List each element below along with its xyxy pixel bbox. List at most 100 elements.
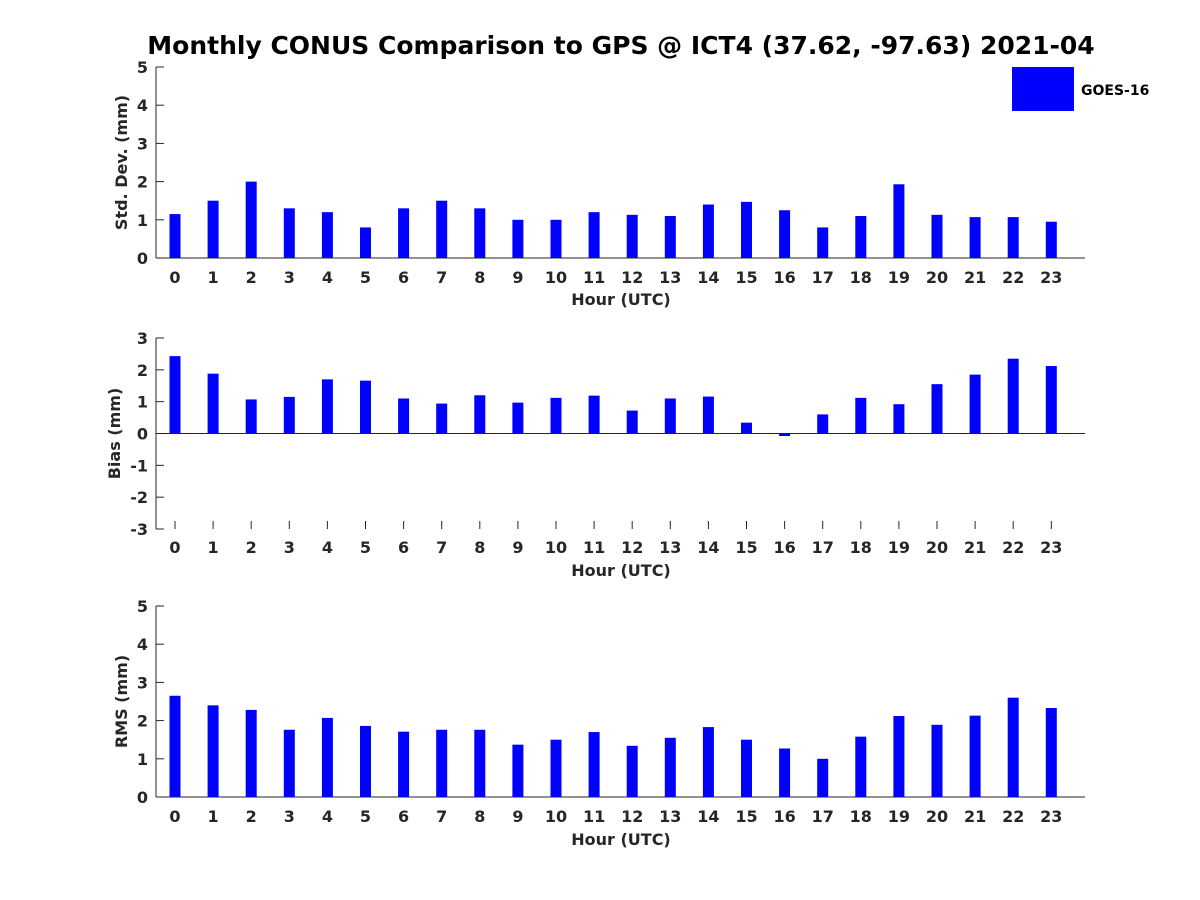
y-tick-label: 4 xyxy=(137,96,148,115)
bar-hour-6 xyxy=(398,398,410,434)
y-tick-label: 2 xyxy=(137,712,148,731)
bar-hour-20 xyxy=(931,384,943,434)
x-tick-label: 8 xyxy=(474,268,485,287)
x-tick-label: 15 xyxy=(735,268,757,287)
x-tick-label: 20 xyxy=(926,807,948,826)
bar-hour-22 xyxy=(1007,217,1019,258)
bar-hour-4 xyxy=(321,212,333,258)
legend-label-goes-16: GOES-16 xyxy=(1081,83,1149,99)
x-tick-label: 14 xyxy=(697,807,719,826)
x-tick-label: 7 xyxy=(436,807,447,826)
x-tick-label: 4 xyxy=(322,268,333,287)
x-tick-label: 20 xyxy=(926,538,948,557)
bar-hour-17 xyxy=(817,414,829,434)
bar-hour-23 xyxy=(1045,221,1057,258)
bar-hour-23 xyxy=(1045,707,1057,797)
bar-hour-10 xyxy=(550,397,562,434)
x-tick-label: 2 xyxy=(246,807,257,826)
bar-hour-10 xyxy=(550,219,562,258)
bar-hour-18 xyxy=(855,397,867,434)
bar-hour-1 xyxy=(207,200,219,258)
bar-hour-8 xyxy=(474,208,486,258)
x-tick-label: 17 xyxy=(812,268,834,287)
x-tick-label: 6 xyxy=(398,807,409,826)
bar-hour-21 xyxy=(969,715,981,797)
x-tick-label: 21 xyxy=(964,268,986,287)
y-tick-label: 1 xyxy=(137,393,148,412)
y-tick-label: 2 xyxy=(137,361,148,380)
x-tick-label: 19 xyxy=(888,538,910,557)
x-tick-label: 12 xyxy=(621,807,643,826)
bar-hour-4 xyxy=(321,717,333,797)
bar-hour-19 xyxy=(893,404,905,434)
x-tick-label: 10 xyxy=(545,538,567,557)
bar-hour-12 xyxy=(626,214,638,258)
bar-hour-14 xyxy=(702,727,714,797)
bar-hour-15 xyxy=(741,422,752,434)
x-tick-label: 3 xyxy=(284,807,295,826)
x-tick-label: 23 xyxy=(1040,268,1062,287)
bar-hour-16 xyxy=(779,210,791,258)
bar-hour-7 xyxy=(436,200,448,258)
x-tick-label: 22 xyxy=(1002,538,1024,557)
x-tick-label: 12 xyxy=(621,268,643,287)
x-tick-label: 14 xyxy=(697,268,719,287)
x-tick-label: 11 xyxy=(583,807,605,826)
bar-hour-13 xyxy=(664,215,676,258)
y-tick-label: 1 xyxy=(137,211,148,230)
bar-hour-12 xyxy=(626,410,638,434)
x-tick-label: 9 xyxy=(512,807,523,826)
bar-hour-4 xyxy=(321,379,333,434)
x-tick-label: 0 xyxy=(169,807,180,826)
x-tick-label: 6 xyxy=(398,268,409,287)
bar-hour-18 xyxy=(855,736,867,797)
y-tick-label: 3 xyxy=(137,134,148,153)
bar-hour-2 xyxy=(245,709,257,797)
x-tick-label: 8 xyxy=(474,538,485,557)
y-tick-label: 1 xyxy=(137,750,148,769)
bar-hour-22 xyxy=(1007,358,1019,434)
bar-hour-8 xyxy=(474,729,486,797)
bar-hour-20 xyxy=(931,214,943,258)
y-tick-label: 2 xyxy=(137,173,148,192)
x-tick-label: 18 xyxy=(850,807,872,826)
bar-hour-3 xyxy=(283,208,295,258)
bar-hour-11 xyxy=(588,395,600,434)
x-tick-label: 6 xyxy=(398,538,409,557)
x-tick-label: 23 xyxy=(1040,538,1062,557)
x-tick-label: 22 xyxy=(1002,268,1024,287)
x-tick-label: 13 xyxy=(659,268,681,287)
x-axis-label: Hour (UTC) xyxy=(571,290,671,309)
x-tick-label: 15 xyxy=(735,538,757,557)
bar-hour-0 xyxy=(169,695,181,797)
y-tick-label: 5 xyxy=(137,58,148,77)
x-tick-label: 5 xyxy=(360,807,371,826)
x-tick-label: 18 xyxy=(850,538,872,557)
x-tick-label: 13 xyxy=(659,807,681,826)
x-tick-label: 18 xyxy=(850,268,872,287)
x-tick-label: 0 xyxy=(169,538,180,557)
x-tick-label: 8 xyxy=(474,807,485,826)
x-tick-label: 2 xyxy=(246,538,257,557)
bar-hour-9 xyxy=(512,744,524,797)
bar-hour-19 xyxy=(893,716,905,797)
bar-hour-17 xyxy=(817,227,829,258)
bar-hour-7 xyxy=(436,729,448,797)
x-tick-label: 7 xyxy=(436,538,447,557)
bar-hour-8 xyxy=(474,395,486,434)
bar-hour-6 xyxy=(398,731,410,797)
bar-hour-19 xyxy=(893,184,905,258)
figure-title: Monthly CONUS Comparison to GPS @ ICT4 (… xyxy=(147,31,1094,60)
x-tick-label: 23 xyxy=(1040,807,1062,826)
bar-hour-2 xyxy=(245,399,257,434)
bar-hour-20 xyxy=(931,724,943,797)
x-tick-label: 4 xyxy=(322,538,333,557)
legend: GOES-16 xyxy=(1012,67,1149,111)
bar-hour-5 xyxy=(360,380,371,434)
x-tick-label: 3 xyxy=(284,268,295,287)
